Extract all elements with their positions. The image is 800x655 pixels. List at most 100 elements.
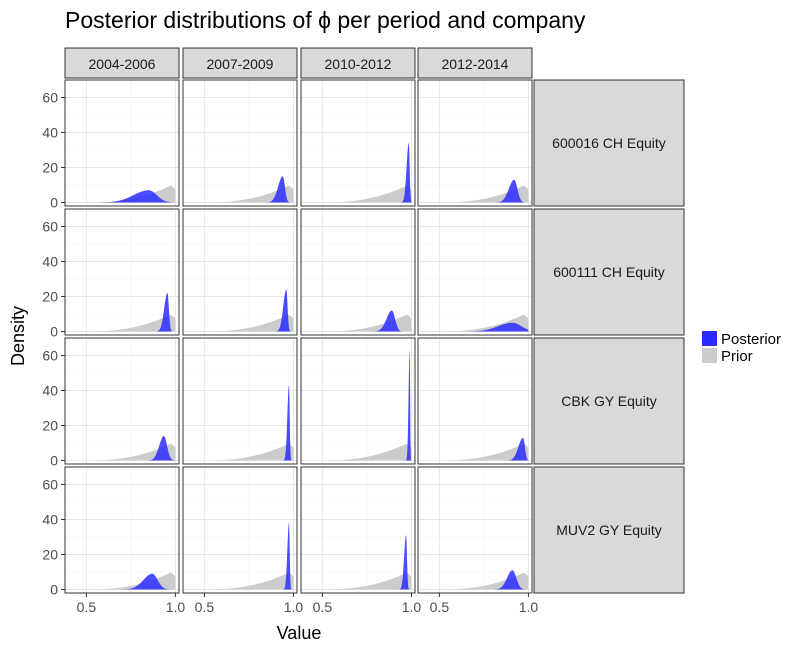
posterior-density-area xyxy=(404,350,412,461)
panel-border xyxy=(300,208,416,336)
prior-density-area xyxy=(322,572,412,590)
panel-border xyxy=(417,79,533,207)
panel-background xyxy=(301,209,415,335)
panel-border xyxy=(300,337,416,465)
y-tick-label: 40 xyxy=(42,125,58,141)
prior-density-area xyxy=(204,185,294,203)
panel-border xyxy=(300,79,416,207)
y-tick-label: 20 xyxy=(42,418,58,434)
posterior-density-area xyxy=(140,436,176,461)
prior-density-area xyxy=(86,443,176,461)
panel-background xyxy=(301,338,415,464)
y-tick-label: 60 xyxy=(42,477,58,493)
y-tick-label: 40 xyxy=(42,383,58,399)
prior-density-area xyxy=(204,572,294,590)
prior-density-area xyxy=(204,314,294,332)
prior-density-area xyxy=(439,443,529,461)
prior-density-area xyxy=(322,185,412,203)
panel-border xyxy=(64,208,180,336)
facet-panel xyxy=(182,79,298,207)
facet-panel xyxy=(417,337,533,465)
facet-panel xyxy=(417,208,533,336)
panel-border xyxy=(64,79,180,207)
column-strip xyxy=(300,47,416,79)
y-tick-label: 40 xyxy=(42,512,58,528)
panel-background xyxy=(301,467,415,593)
posterior-density-area xyxy=(441,322,529,332)
panel-border xyxy=(300,466,416,594)
row-strip xyxy=(533,466,685,594)
y-tick-label: 0 xyxy=(50,582,58,598)
panel-background xyxy=(65,209,179,335)
column-strip xyxy=(64,47,180,79)
x-tick-label: 1.0 xyxy=(402,599,422,615)
posterior-density-area xyxy=(259,176,294,203)
chart-title: Posterior distributions of ϕ per period … xyxy=(65,7,586,33)
x-tick-label: 0.5 xyxy=(313,599,333,615)
posterior-density-area xyxy=(487,179,529,203)
column-strip-label: 2004-2006 xyxy=(89,56,156,72)
posterior-density-area xyxy=(396,535,412,590)
facet-grid: 2004-2006 2007-2009 2010-2012 2012-20146000… xyxy=(42,47,685,615)
panel-border xyxy=(64,466,180,594)
x-tick-label: 1.0 xyxy=(284,599,304,615)
panel-background xyxy=(65,467,179,593)
y-tick-label: 60 xyxy=(42,90,58,106)
panel-background xyxy=(65,80,179,206)
legend-swatch xyxy=(702,348,717,363)
y-tick-label: 20 xyxy=(42,160,58,176)
row-strip-label: 600016 CH Equity xyxy=(552,135,666,151)
panel-border xyxy=(182,79,298,207)
facet-panel xyxy=(417,79,533,207)
facet-panel xyxy=(417,466,533,594)
column-strip xyxy=(182,47,298,79)
y-tick-label: 0 xyxy=(50,324,58,340)
facet-panel xyxy=(64,208,180,336)
facet-panel xyxy=(64,79,180,207)
x-tick-label: 1.0 xyxy=(519,599,539,615)
panel-background xyxy=(418,209,532,335)
column-strip-label: 2012-2014 xyxy=(442,56,509,72)
legend-swatch xyxy=(702,331,717,346)
prior-density-area xyxy=(204,443,294,461)
legend-label: Prior xyxy=(721,348,753,365)
facet-panel xyxy=(64,337,180,465)
posterior-density-area xyxy=(485,570,529,590)
panel-border xyxy=(182,466,298,594)
panel-background xyxy=(301,80,415,206)
panel-background xyxy=(183,338,297,464)
x-axis-title: Value xyxy=(277,623,322,643)
panel-border xyxy=(182,337,298,465)
y-tick-label: 40 xyxy=(42,254,58,270)
posterior-density-area xyxy=(107,573,176,590)
y-tick-label: 60 xyxy=(42,348,58,364)
facet-panel xyxy=(300,466,416,594)
facet-panel xyxy=(182,337,298,465)
row-strip xyxy=(533,208,685,336)
facet-panel xyxy=(182,466,298,594)
row-strip-label: CBK GY Equity xyxy=(561,393,656,409)
legend-label: Posterior xyxy=(721,331,781,348)
posterior-density-area xyxy=(151,293,176,332)
y-tick-label: 0 xyxy=(50,195,58,211)
facet-panel xyxy=(182,208,298,336)
y-tick-label: 20 xyxy=(42,547,58,563)
column-strip-label: 2010-2012 xyxy=(325,56,392,72)
column-strip xyxy=(417,47,533,79)
facet-panel xyxy=(300,208,416,336)
facet-panel xyxy=(64,466,180,594)
posterior-density-area xyxy=(398,143,412,203)
row-strip-label: 600111 CH Equity xyxy=(553,264,665,280)
facet-panel xyxy=(300,337,416,465)
panel-border xyxy=(417,466,533,594)
x-tick-label: 1.0 xyxy=(166,599,186,615)
column-strip-label: 2007-2009 xyxy=(207,56,274,72)
x-tick-label: 0.5 xyxy=(77,599,97,615)
posterior-density-area xyxy=(280,523,294,590)
y-axis-title: Density xyxy=(8,306,28,366)
panel-background xyxy=(183,467,297,593)
y-tick-label: 60 xyxy=(42,219,58,235)
